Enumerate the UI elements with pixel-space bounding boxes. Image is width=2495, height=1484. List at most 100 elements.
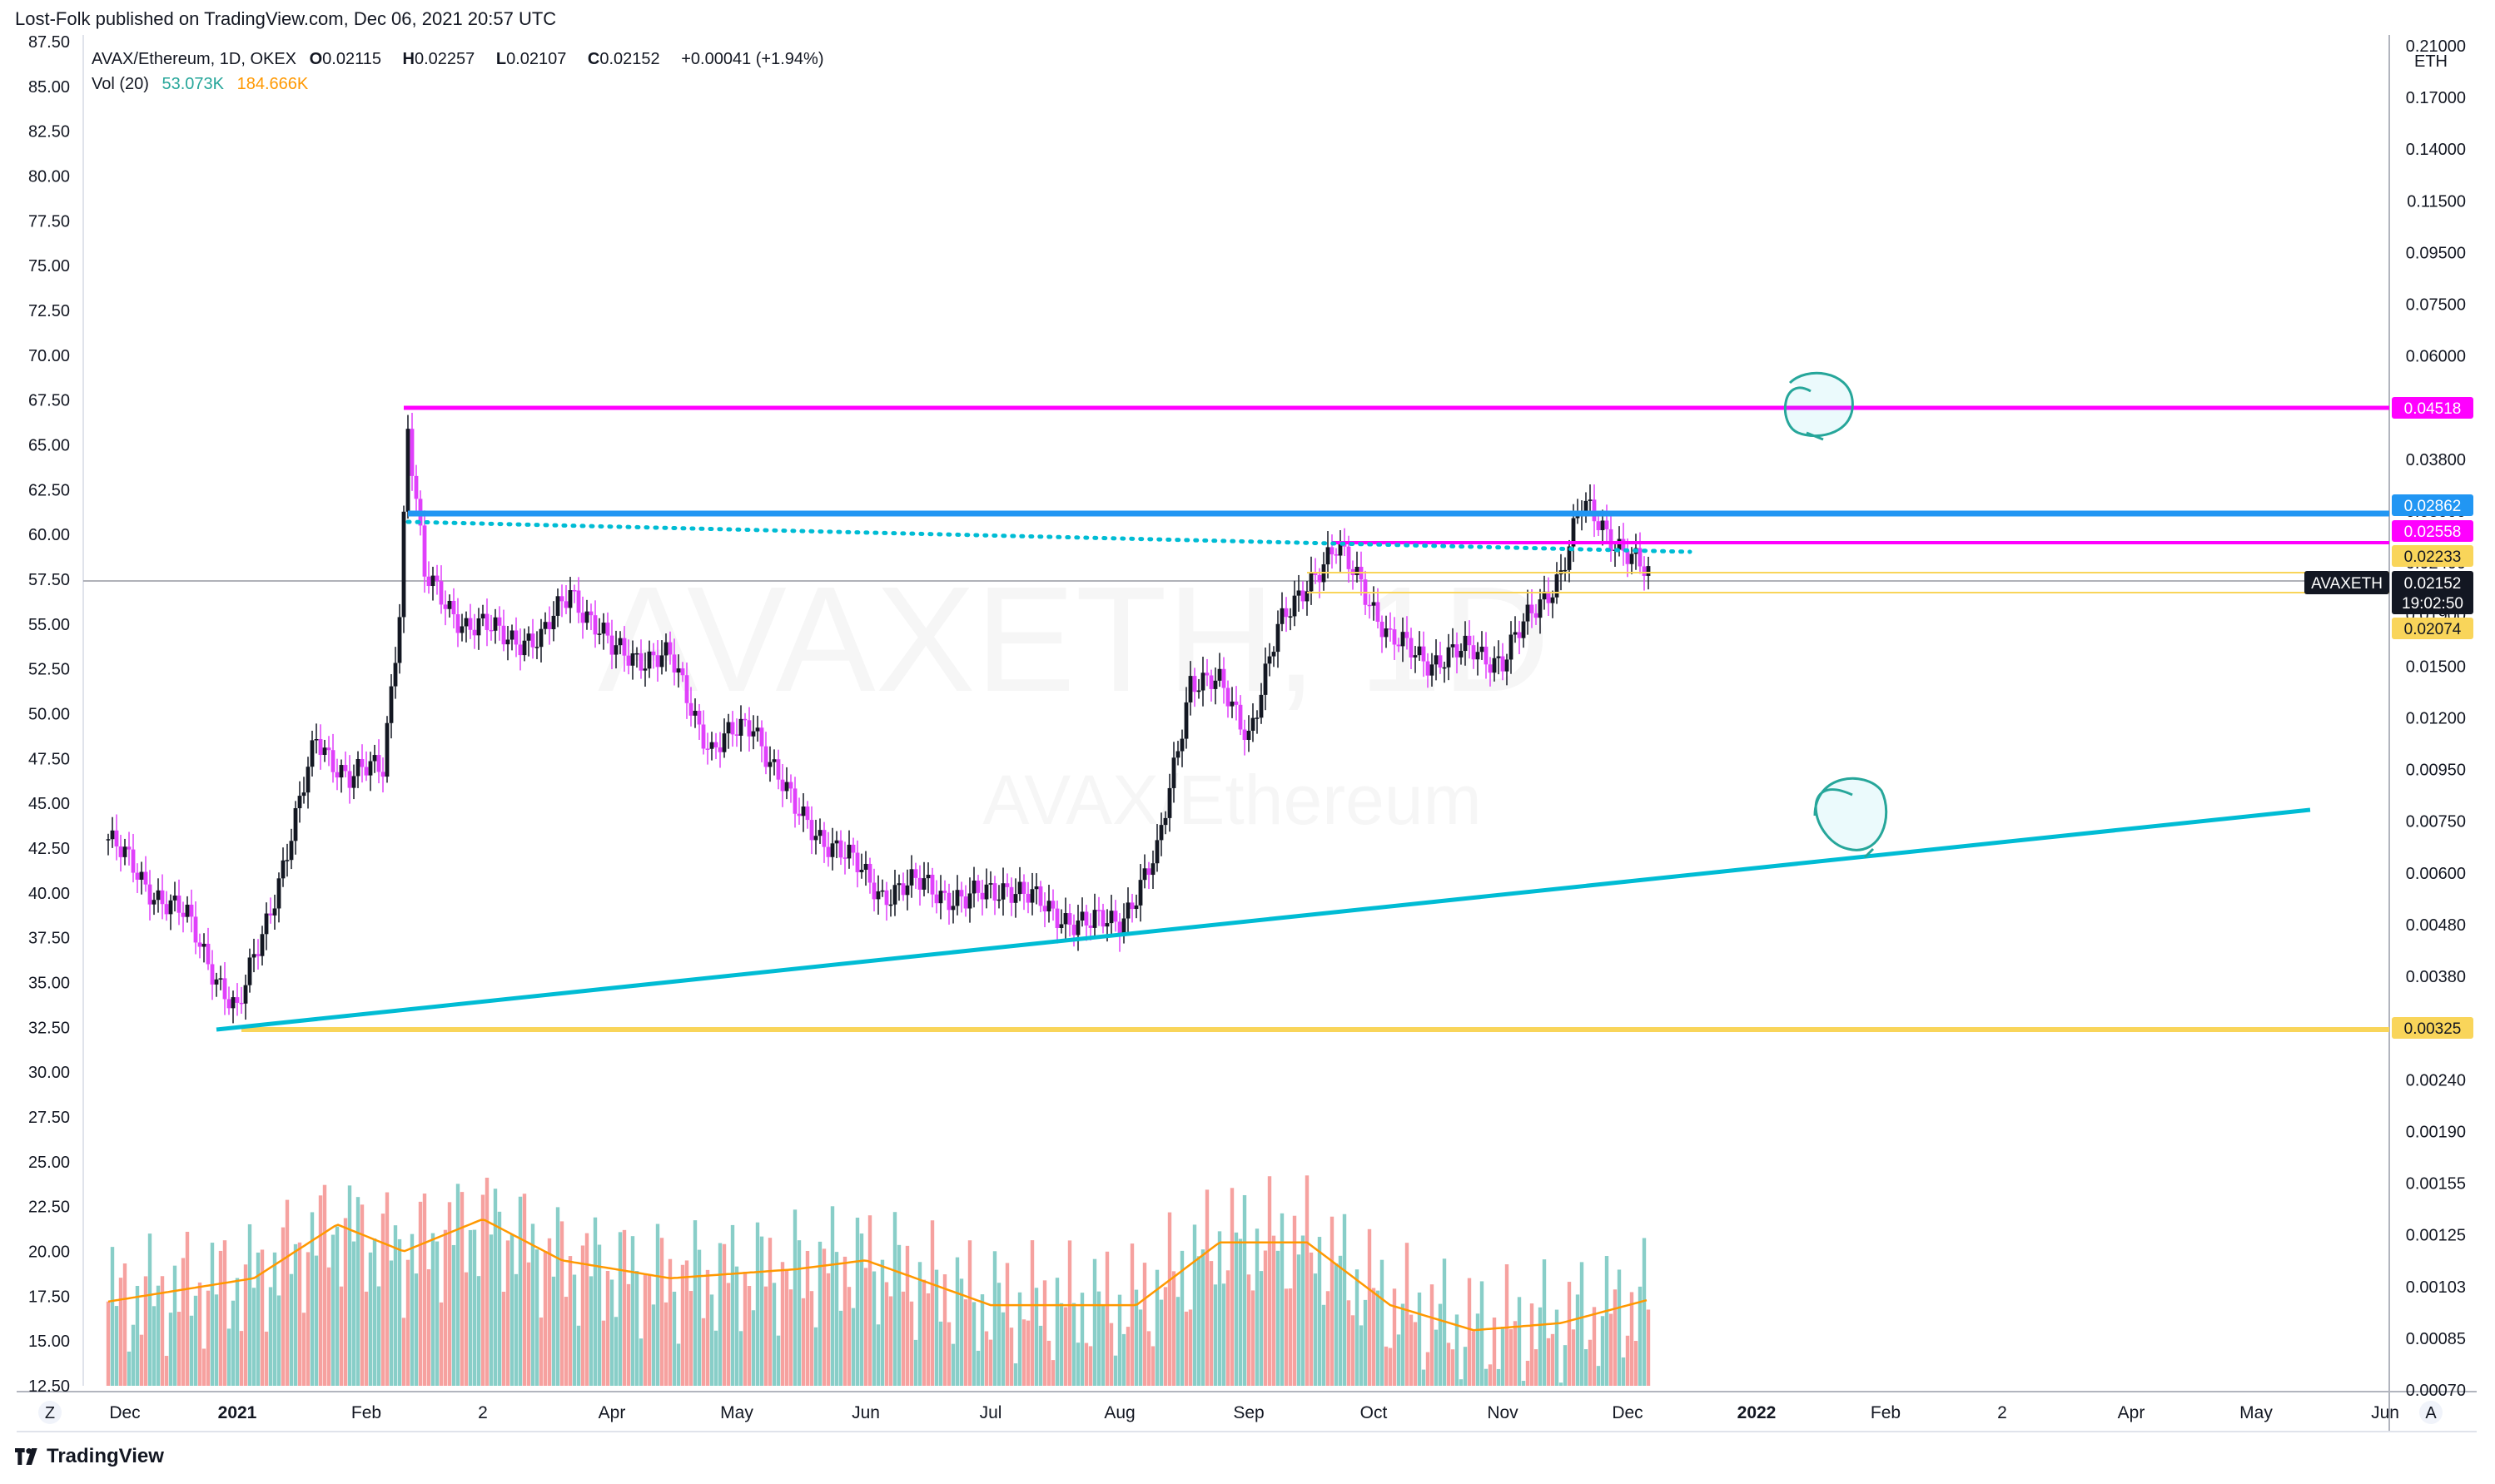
candle-body: [355, 758, 360, 777]
volume-bar: [526, 1262, 531, 1386]
volume-bar: [231, 1300, 236, 1386]
right-axis-tick: 0.00125: [2406, 1227, 2466, 1245]
price-tag[interactable]: [2392, 1017, 2473, 1039]
candle-body: [1042, 906, 1047, 912]
volume-bar: [1084, 1343, 1089, 1386]
volume-bar: [1163, 1287, 1168, 1386]
candle-body: [668, 642, 673, 655]
volume-bar: [1167, 1212, 1172, 1386]
candle-body: [793, 788, 798, 814]
volume-bar: [1288, 1288, 1293, 1386]
candle-body: [422, 525, 427, 577]
volume-bar: [152, 1306, 157, 1386]
left-axis-tick: 50.00: [28, 706, 70, 724]
volume-bar: [1034, 1288, 1039, 1386]
candle-body: [1504, 659, 1509, 672]
volume-value: 53.073K: [162, 75, 225, 93]
candle-body: [326, 747, 331, 751]
volume-bar: [1434, 1329, 1439, 1386]
left-axis-tick: 87.50: [28, 33, 70, 52]
volume-bar: [997, 1283, 1001, 1386]
zoom-button[interactable]: Z: [38, 1401, 62, 1424]
volume-bar: [289, 1273, 294, 1386]
right-axis-tick: 0.11500: [2407, 192, 2466, 211]
candle-body: [593, 615, 598, 635]
volume-bar: [1613, 1289, 1618, 1386]
symbol-tag[interactable]: [2304, 571, 2389, 594]
candle-body: [131, 849, 136, 873]
candle-body: [1596, 521, 1601, 530]
volume-bar: [489, 1234, 494, 1386]
volume-bar: [264, 1331, 269, 1386]
volume-bar: [655, 1223, 660, 1386]
volume-bar: [609, 1279, 614, 1386]
candle-body: [530, 633, 535, 648]
candle-body: [256, 954, 261, 956]
candle-body: [426, 576, 431, 587]
candle-body: [1313, 572, 1318, 575]
price-tag[interactable]: [2392, 520, 2473, 542]
candle-body: [759, 727, 764, 747]
volume-bar: [1030, 1240, 1035, 1386]
price-tag[interactable]: [2392, 618, 2473, 639]
cyan-dotted-line[interactable]: [405, 519, 1692, 554]
price-tag-value: 0.04518: [2404, 400, 2462, 418]
candle-body: [206, 943, 211, 965]
candle-body: [842, 857, 847, 859]
price-tag[interactable]: [2392, 545, 2473, 567]
candle-body: [1334, 554, 1339, 556]
volume-bar: [1375, 1290, 1380, 1386]
volume-bar: [722, 1243, 727, 1386]
volume-bar: [326, 1267, 331, 1386]
volume-bar: [1475, 1313, 1480, 1386]
volume-bar: [351, 1241, 356, 1386]
volume-bar: [1238, 1238, 1243, 1386]
candle-body: [880, 890, 885, 892]
candle-body: [1500, 656, 1505, 672]
candle-body: [1479, 646, 1484, 653]
right-axis-tick: 0.21000: [2406, 37, 2466, 56]
volume-bar: [493, 1189, 498, 1386]
candle-body: [639, 653, 644, 671]
volume-bar: [597, 1244, 602, 1386]
volume-bar: [1184, 1311, 1189, 1386]
volume-bar: [813, 1327, 818, 1386]
ohlc-close: C0.02152: [587, 50, 660, 68]
price-tag[interactable]: [2392, 494, 2473, 516]
footer-brand[interactable]: TradingView: [15, 1445, 164, 1468]
time-axis-tick: Dec: [1612, 1403, 1643, 1422]
left-axis-tick: 25.00: [28, 1154, 70, 1172]
volume-bar: [651, 1304, 656, 1386]
candle-body: [601, 623, 606, 634]
left-axis-tick: 35.00: [28, 975, 70, 993]
cyan-ascending-support-line[interactable]: [216, 807, 2311, 1032]
volume-bar: [751, 1310, 756, 1386]
candle-body: [655, 655, 660, 668]
volume-bar: [1284, 1288, 1289, 1386]
volume-label[interactable]: Vol (20): [92, 75, 149, 93]
candle-body: [876, 891, 881, 900]
volume-bar: [934, 1269, 939, 1386]
volume-bar: [1350, 1315, 1355, 1386]
volume-bar: [880, 1259, 885, 1386]
volume-bar: [1600, 1316, 1605, 1386]
price-tag[interactable]: [2392, 397, 2473, 419]
volume-bar: [1604, 1256, 1609, 1386]
candle-body: [1171, 757, 1176, 788]
candle-body: [1188, 676, 1193, 702]
volume-bar: [1508, 1329, 1513, 1386]
volume-bar: [1055, 1278, 1060, 1386]
volume-bar: [1151, 1346, 1156, 1386]
volume-bar: [1317, 1237, 1322, 1386]
candle-body: [247, 957, 252, 985]
auto-scale-button[interactable]: A: [2419, 1401, 2443, 1424]
volume-bar: [1608, 1313, 1613, 1386]
current-price-tag[interactable]: [2392, 571, 2473, 614]
candle-body: [322, 747, 327, 755]
volume-bar: [818, 1241, 823, 1386]
volume-bar: [1425, 1352, 1430, 1386]
volume-bar: [984, 1331, 989, 1386]
candle-body: [193, 916, 198, 943]
symbol-name[interactable]: AVAX/Ethereum, 1D, OKEX: [92, 50, 297, 68]
